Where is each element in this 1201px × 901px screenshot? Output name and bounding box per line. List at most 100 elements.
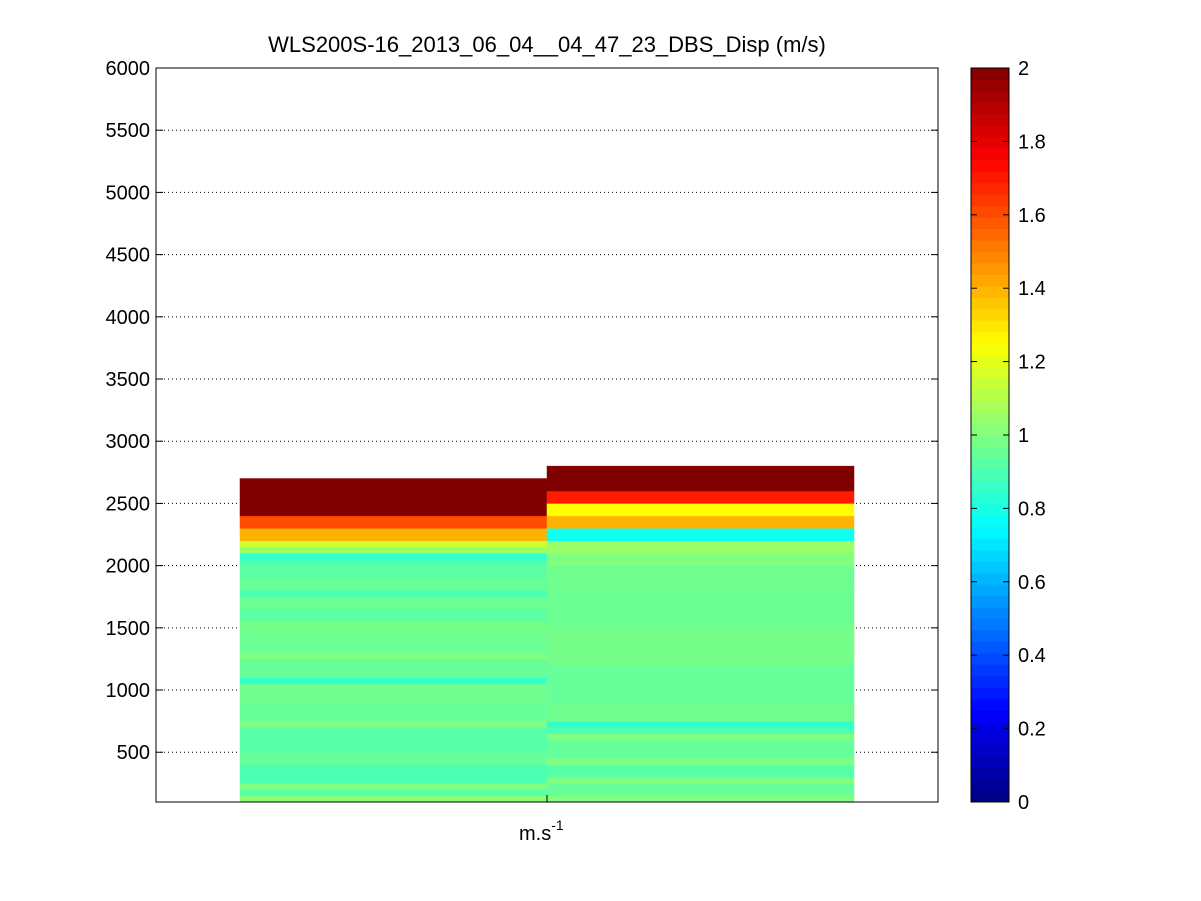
colorbar-band (971, 331, 1009, 344)
colorbar-band (971, 354, 1009, 367)
colorbar-tick-label: 0.6 (1018, 572, 1046, 594)
heatmap-cell (239, 764, 548, 784)
heatmap-cell (239, 633, 548, 653)
colorbar-band (971, 561, 1009, 574)
heatmap-cell (239, 559, 548, 566)
colorbar-band (971, 469, 1009, 482)
colorbar-band (971, 790, 1009, 803)
heatmap-cell (239, 515, 548, 529)
y-tick-label: 3000 (106, 431, 151, 453)
heatmap-cell (546, 552, 855, 566)
heatmap-cell (546, 503, 855, 517)
heatmap-cell (546, 528, 855, 541)
colorbar-tick-label: 1 (1018, 425, 1029, 447)
heatmap-cell (239, 783, 548, 790)
colorbar-band (971, 664, 1009, 677)
colorbar-band (971, 240, 1009, 252)
heatmap-cell (239, 751, 548, 765)
colorbar-tick-label: 1.2 (1018, 352, 1046, 374)
colorbar-band (971, 687, 1009, 700)
colorbar-band (971, 584, 1009, 597)
heatmap-cell (546, 776, 855, 784)
colorbar-band (971, 629, 1009, 642)
colorbar-band (971, 251, 1009, 264)
heatmap-cell (546, 565, 855, 591)
colorbar-band (971, 113, 1009, 126)
heatmap-cell (546, 540, 855, 554)
colorbar-band (971, 549, 1009, 562)
colorbar: 0 0.2 0.4 0.6 0.8 1 1.2 1.4 1.6 1.8 2 (970, 58, 1046, 814)
chart-title: WLS200S-16_2013_06_04__04_47_23_DBS_Disp… (268, 32, 826, 57)
y-tick-label: 4000 (106, 307, 151, 329)
heatmap-cell (239, 546, 548, 554)
y-tick-label: 2000 (106, 556, 151, 578)
colorbar-band (971, 182, 1009, 195)
heatmap-cell (546, 739, 855, 759)
colorbar-band (971, 400, 1009, 413)
heatmap-cell (239, 621, 548, 635)
colorbar-band (971, 274, 1009, 287)
colorbar-band (971, 377, 1009, 390)
colorbar-band (971, 262, 1009, 275)
colorbar-band (971, 652, 1009, 665)
colorbar-band (971, 698, 1009, 711)
plot-area: 500 1000 1500 2000 2500 3000 3500 4000 4500 5000 5… (106, 58, 939, 803)
colorbar-tick-label: 0.4 (1018, 645, 1046, 667)
colorbar-tick-label: 1.6 (1018, 205, 1046, 227)
colorbar-band (971, 595, 1009, 608)
heatmap-cell (239, 552, 548, 560)
colorbar-band (971, 285, 1009, 298)
colorbar-band (971, 171, 1009, 184)
colorbar-band (971, 194, 1009, 207)
y-tick-label: 5500 (106, 120, 151, 142)
heatmap-cell (239, 528, 548, 541)
heatmap-cell (546, 764, 855, 778)
colorbar-tick-label: 0.8 (1018, 498, 1046, 520)
colorbar-tick-label: 0 (1018, 792, 1029, 814)
heatmap-cell (239, 590, 548, 597)
heatmap-cell (239, 677, 548, 685)
y-tick-label: 6000 (106, 58, 151, 80)
heatmap-cell (546, 720, 855, 728)
colorbar-band (971, 618, 1009, 631)
colorbar-band (971, 159, 1009, 172)
colorbar-band (971, 68, 1009, 80)
colorbar-band (971, 412, 1009, 425)
heatmap-cell (239, 577, 548, 591)
heatmap-cell (546, 758, 855, 765)
colorbar-band (971, 492, 1009, 505)
colorbar-tick-label: 2 (1018, 58, 1029, 80)
colorbar-tick-label: 1.4 (1018, 278, 1046, 300)
heatmap-cell (239, 683, 548, 703)
colorbar-band (971, 389, 1009, 402)
colorbar-band (971, 538, 1009, 551)
colorbar-band (971, 79, 1009, 92)
colorbar-band (971, 779, 1009, 792)
heatmap-cell (546, 664, 855, 703)
heatmap-cell (546, 702, 855, 722)
colorbar-band (971, 710, 1009, 723)
colorbar-band (971, 515, 1009, 528)
colorbar-band (971, 228, 1009, 241)
heatmap-cells (239, 465, 855, 803)
x-axis-label: m.s-1 (519, 817, 564, 845)
colorbar-bands (971, 68, 1009, 803)
colorbar-band (971, 503, 1009, 516)
y-tick-label: 500 (117, 742, 150, 764)
y-tick-label: 1000 (106, 680, 151, 702)
x-axis-label-base: m.s (519, 823, 551, 845)
y-tick-label: 5000 (106, 182, 151, 204)
colorbar-ticks: 0 0.2 0.4 0.6 0.8 1 1.2 1.4 1.6 1.8 2 (971, 58, 1046, 814)
heatmap-cell (546, 515, 855, 529)
y-tick-label: 2500 (106, 493, 151, 515)
y-tick-label: 4500 (106, 245, 151, 267)
colorbar-band (971, 744, 1009, 757)
colorbar-tick-label: 0.2 (1018, 719, 1046, 741)
heatmap-cell (239, 596, 548, 610)
colorbar-band (971, 366, 1009, 379)
heatmap-cell (546, 795, 855, 803)
heatmap-cell (239, 658, 548, 678)
heatmap-cell (546, 727, 855, 734)
heatmap-cell (239, 565, 548, 579)
